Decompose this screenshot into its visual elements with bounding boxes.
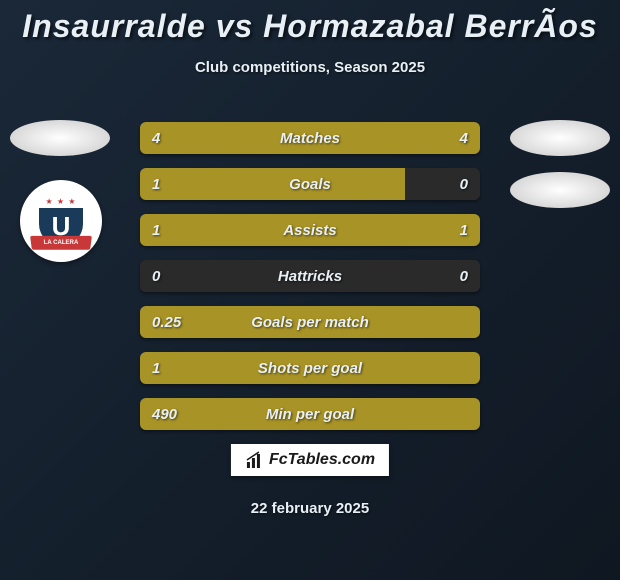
stat-value-left: 1	[152, 222, 160, 239]
club-logo: ★ ★ ★ U LA CALERA	[20, 180, 102, 262]
player-right-avatar-1	[510, 120, 610, 156]
stat-value-left: 0	[152, 268, 160, 285]
club-stars: ★ ★ ★	[46, 197, 77, 206]
page-title: Insaurralde vs Hormazabal BerrÃ­os	[0, 8, 620, 45]
stat-value-left: 0.25	[152, 314, 181, 331]
stat-right-fill	[405, 168, 480, 200]
stat-value-left: 1	[152, 360, 160, 377]
player-right-avatar-2	[510, 172, 610, 208]
stat-label: Goals	[289, 176, 331, 193]
stat-left-fill	[140, 168, 405, 200]
stat-label: Assists	[283, 222, 336, 239]
stat-value-right: 0	[460, 268, 468, 285]
stat-row: 1 Assists 1	[140, 214, 480, 246]
stat-value-right: 1	[460, 222, 468, 239]
stat-row: 1 Shots per goal	[140, 352, 480, 384]
footer-logo[interactable]: FcTables.com	[231, 444, 389, 476]
stat-value-right: 4	[460, 130, 468, 147]
chart-icon	[245, 450, 265, 470]
stat-label: Matches	[280, 130, 340, 147]
page-subtitle: Club competitions, Season 2025	[0, 59, 620, 76]
stat-value-right: 0	[460, 176, 468, 193]
stats-container: 4 Matches 4 1 Goals 0 1 Assists 1 0 Hattricks 0 0.25…	[140, 122, 480, 444]
stat-row: 0.25 Goals per match	[140, 306, 480, 338]
footer-logo-text: FcTables.com	[269, 451, 375, 469]
stat-label: Min per goal	[266, 406, 354, 423]
stat-value-left: 490	[152, 406, 177, 423]
stat-value-left: 4	[152, 130, 160, 147]
stat-label: Hattricks	[278, 268, 342, 285]
stat-label: Goals per match	[251, 314, 369, 331]
header: Insaurralde vs Hormazabal BerrÃ­os Club …	[0, 0, 620, 76]
club-ribbon: LA CALERA	[30, 236, 92, 250]
stat-label: Shots per goal	[258, 360, 362, 377]
stat-row: 0 Hattricks 0	[140, 260, 480, 292]
stat-row: 4 Matches 4	[140, 122, 480, 154]
player-left-avatar	[10, 120, 110, 156]
stat-row: 490 Min per goal	[140, 398, 480, 430]
stat-value-left: 1	[152, 176, 160, 193]
footer-date: 22 february 2025	[251, 500, 369, 517]
stat-row: 1 Goals 0	[140, 168, 480, 200]
